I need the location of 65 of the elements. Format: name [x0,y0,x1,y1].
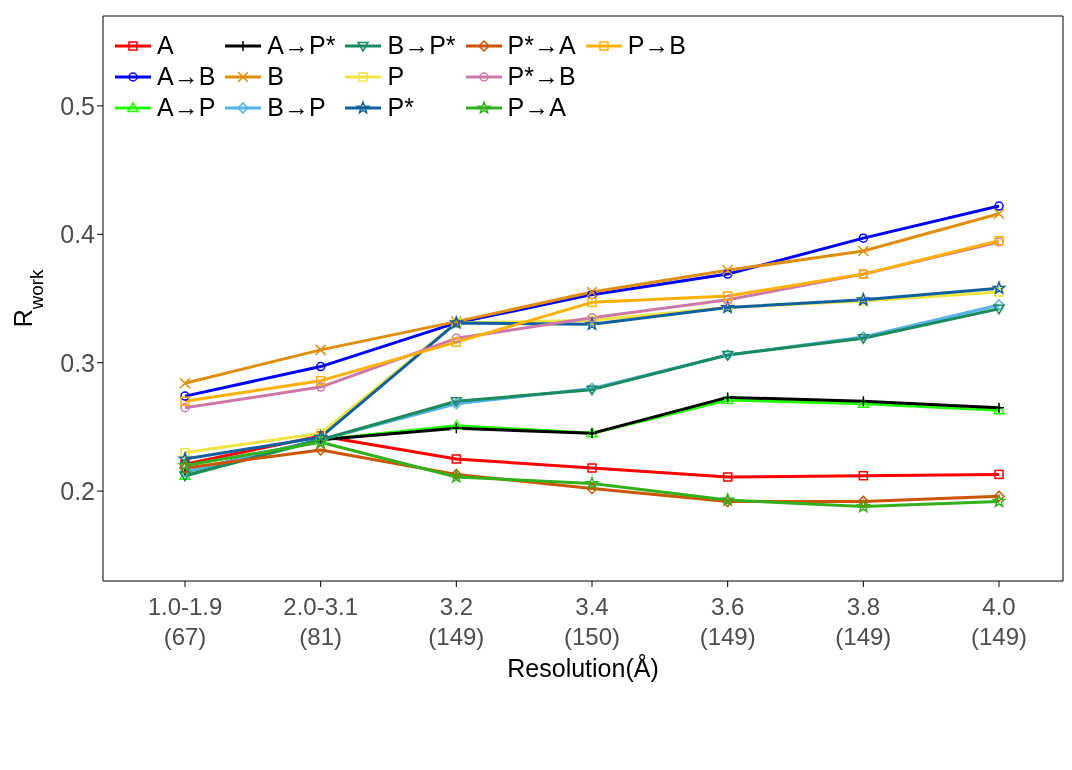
legend-label: B [267,62,285,91]
point [993,208,1005,220]
point [585,317,599,330]
legend-label: B→P* [387,31,456,60]
point [178,452,192,465]
point [180,396,190,406]
point [722,291,733,301]
legend-label: A→B [157,62,216,91]
point [858,470,869,481]
point [994,201,1004,211]
point [858,233,869,243]
y-tick-label: 0.4 [60,220,96,249]
y-tick-label: 0.3 [60,348,95,377]
legend-label: P*→A [507,31,576,60]
point [992,494,1006,507]
x-tick-label: 4.0 (149) [970,593,1028,650]
point [180,402,190,413]
x-tick-label: 3.4 (150) [563,593,621,650]
point [587,463,597,473]
point [180,391,190,401]
point [722,295,733,305]
legend-label: P [387,62,405,91]
point [315,375,326,386]
x-tick-label: 2.0-3.1 (81) [283,593,359,650]
x-tick-label: 3.6 (149) [699,593,756,650]
x-axis-title: Resolution(Å) [507,653,659,682]
point [722,269,733,279]
point [721,264,734,276]
point [993,299,1005,311]
point [451,454,462,464]
point [857,495,870,508]
legend-label: A→P [157,93,216,122]
point [450,419,463,430]
point [994,469,1004,480]
point [450,422,463,434]
point [585,476,599,490]
point [315,382,326,392]
point [314,444,327,456]
point [722,472,733,482]
point [993,304,1005,315]
point [993,490,1005,502]
point [451,337,462,347]
point [179,377,191,389]
x-tick-label: 3.8 (149) [835,593,892,650]
point [992,281,1006,294]
point [587,297,597,308]
y-tick-label: 0.2 [60,476,95,505]
legend-label: A [157,31,174,60]
point [179,462,191,474]
legend-label: P*→B [507,62,576,91]
point [180,447,190,458]
point [856,499,870,513]
x-tick-label: 1.0-1.9 (67) [147,593,223,650]
y-tick-label: 0.5 [60,91,95,120]
point [451,333,462,344]
legend-label: A→P* [267,31,336,60]
legend-label: P* [387,93,414,122]
point [314,344,327,356]
legend-label: P→B [627,31,686,60]
legend-label: P→A [507,93,566,122]
point [857,245,870,257]
point [586,482,598,495]
legend-label: B→P [267,93,326,122]
x-tick-label: 3.2 (149) [428,593,485,650]
point [315,361,326,372]
